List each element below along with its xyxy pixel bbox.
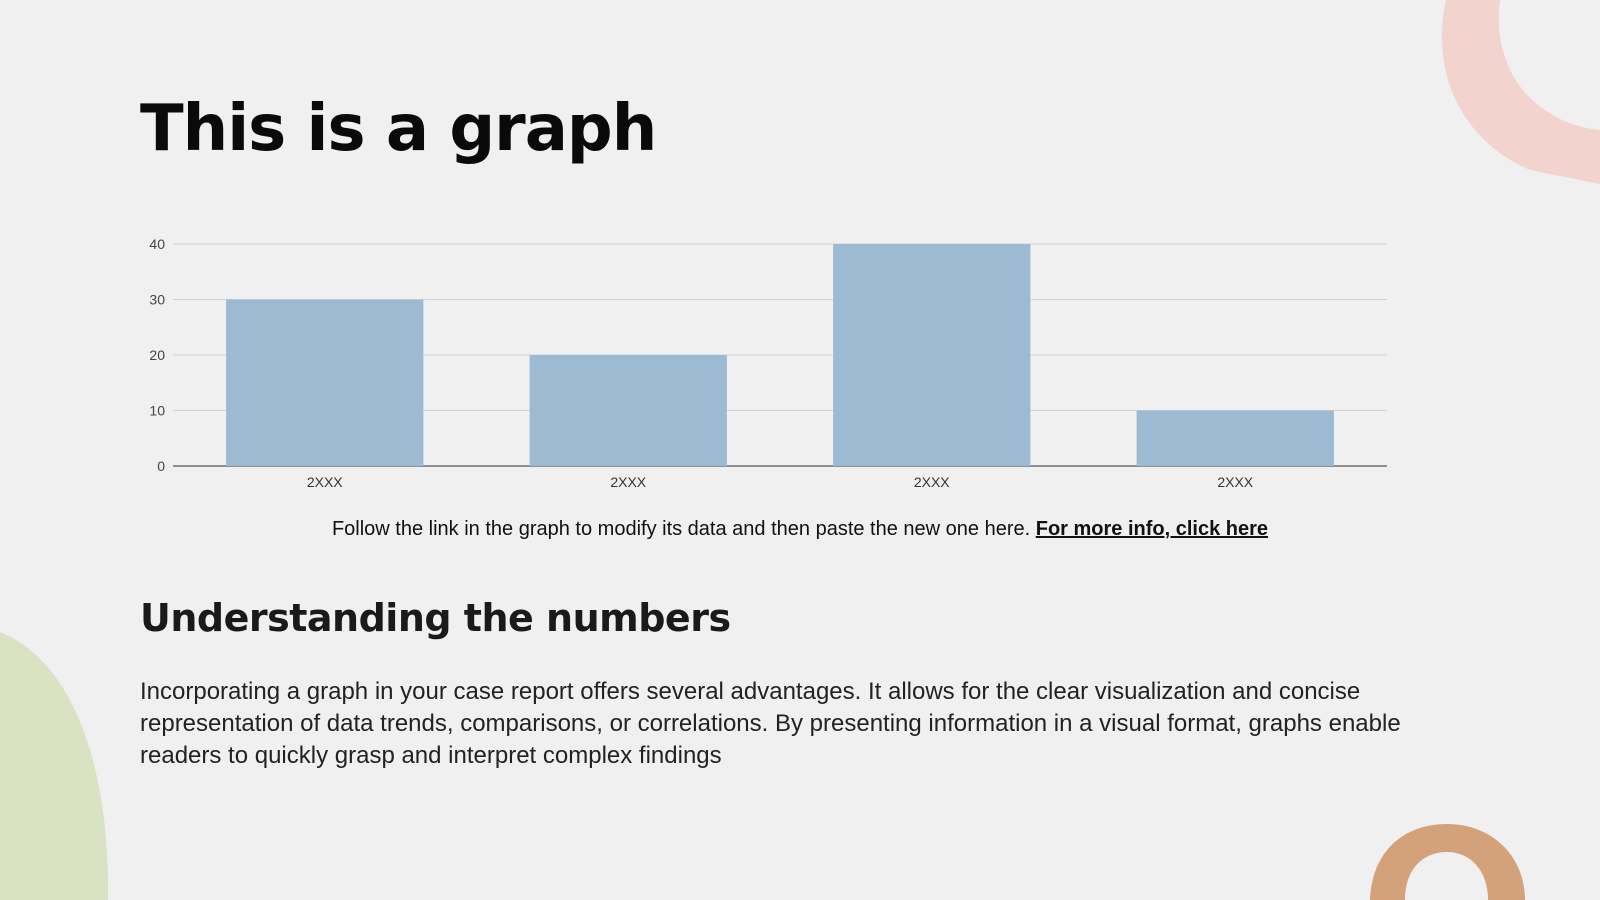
x-tick-label: 2XXX: [1217, 474, 1253, 490]
y-tick-label: 20: [149, 347, 165, 363]
green-blob-decoration: [0, 632, 109, 900]
body-paragraph: Incorporating a graph in your case repor…: [140, 678, 1401, 769]
section-heading: Understanding the numbers: [140, 596, 731, 640]
x-tick-label: 2XXX: [610, 474, 646, 490]
y-tick-label: 0: [157, 458, 165, 474]
page-title: This is a graph: [140, 92, 657, 166]
y-axis-ticks: 0 10 20 30 40: [149, 236, 165, 474]
chart-caption: Follow the link in the graph to modify i…: [0, 518, 1600, 541]
x-tick-label: 2XXX: [307, 474, 343, 490]
y-tick-label: 10: [149, 403, 165, 419]
x-axis-ticks: 2XXX 2XXX 2XXX 2XXX: [307, 474, 1254, 490]
bar-chart[interactable]: 0 10 20 30 40 2XXX 2XXX 2XXX 2XXX: [140, 228, 1400, 498]
y-tick-label: 30: [149, 292, 165, 308]
x-tick-label: 2XXX: [914, 474, 950, 490]
bar-0: [226, 299, 424, 466]
tan-ring-decoration: [1370, 824, 1525, 900]
pink-ring-decoration: [1441, 0, 1600, 184]
bars: [226, 244, 1334, 466]
caption-text: Follow the link in the graph to modify i…: [331, 518, 1031, 540]
y-tick-label: 40: [149, 236, 165, 252]
bar-1: [529, 355, 727, 466]
bar-3: [1136, 410, 1334, 466]
bar-2: [833, 244, 1031, 466]
more-info-link[interactable]: For more info, click here: [1035, 518, 1269, 540]
